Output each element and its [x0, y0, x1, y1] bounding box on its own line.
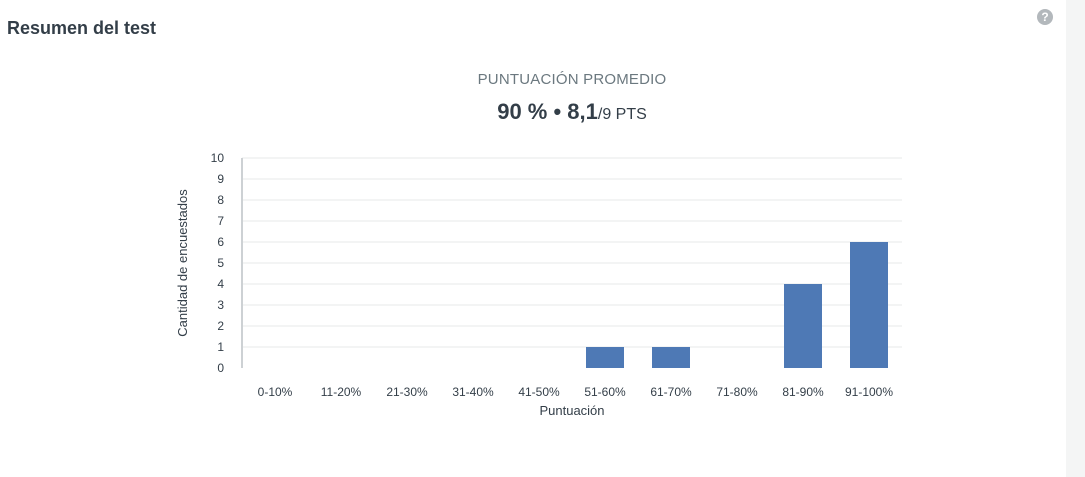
score-points: 8,1	[567, 99, 598, 124]
y-tick-labels: 0 1 2 3 4 5 6 7 8 9 10	[211, 151, 225, 375]
question-circle-icon[interactable]: ?	[1037, 9, 1053, 25]
x-tick-label: 21-30%	[386, 385, 428, 399]
y-tick-label: 7	[217, 214, 224, 228]
y-tick-label: 6	[217, 235, 224, 249]
x-axis-label: Puntuación	[539, 403, 604, 418]
x-tick-label: 71-80%	[716, 385, 758, 399]
score-percent: 90 %	[497, 99, 548, 124]
y-tick-label: 1	[217, 340, 224, 354]
x-tick-labels: 0-10% 11-20% 21-30% 31-40% 41-50% 51-60% 61-70…	[258, 385, 894, 399]
bar[interactable]	[850, 242, 888, 368]
chart-gridlines	[242, 157, 902, 348]
average-score-label: PUNTUACIÓN PROMEDIO	[477, 71, 667, 88]
bar[interactable]	[586, 347, 624, 368]
y-axis-label: Cantidad de encuestados	[175, 189, 190, 337]
y-tick-label: 4	[217, 277, 224, 291]
x-tick-label: 11-20%	[321, 385, 362, 399]
score-total: /9 PTS	[597, 106, 647, 123]
x-tick-label: 61-70%	[650, 385, 692, 399]
x-tick-label: 31-40%	[452, 385, 494, 399]
x-tick-label: 51-60%	[584, 385, 626, 399]
y-tick-label: 2	[217, 319, 224, 333]
scroll-gutter	[1066, 0, 1085, 477]
score-separator: •	[547, 99, 568, 124]
y-tick-label: 8	[217, 193, 224, 207]
section-title: Resumen del test	[7, 18, 157, 38]
bar[interactable]	[652, 347, 690, 368]
bar[interactable]	[784, 284, 822, 368]
x-tick-label: 81-90%	[782, 385, 824, 399]
x-tick-label: 0-10%	[258, 385, 293, 399]
y-tick-label: 10	[211, 151, 225, 165]
chart-bars	[586, 242, 888, 368]
average-score-value: 90 % • 8,1/9 PTS	[330, 99, 814, 125]
x-tick-label: 41-50%	[518, 385, 560, 399]
x-tick-label: 91-100%	[845, 385, 893, 399]
y-tick-label: 9	[217, 172, 224, 186]
y-tick-label: 5	[217, 256, 224, 270]
y-tick-label: 0	[217, 361, 224, 375]
y-tick-label: 3	[217, 298, 224, 312]
